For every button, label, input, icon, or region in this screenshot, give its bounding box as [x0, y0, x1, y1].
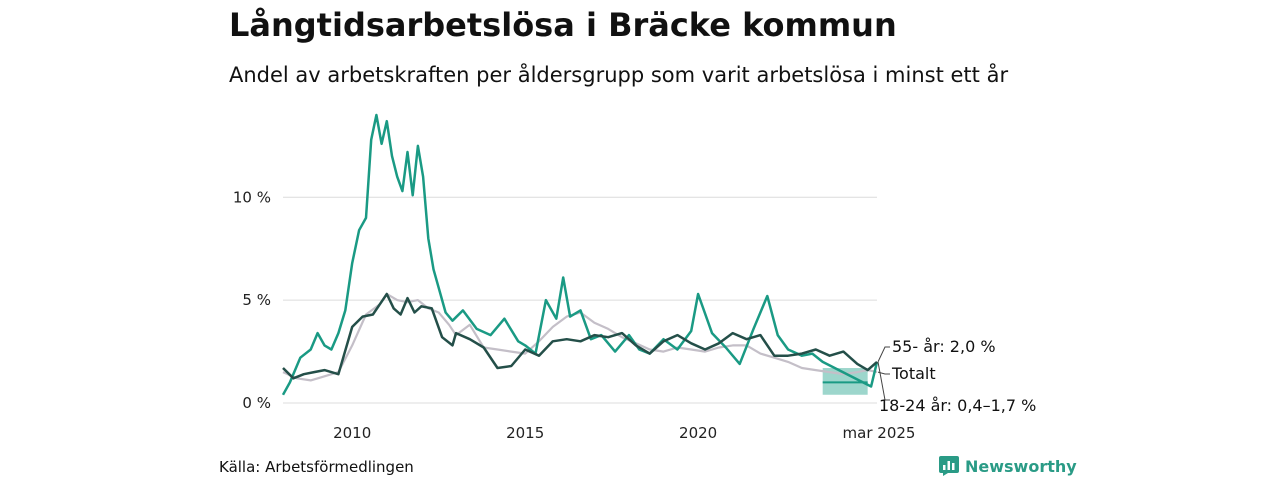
chart-title: Långtidsarbetslösa i Bräcke kommun [229, 6, 897, 44]
chart-subtitle: Andel av arbetskraften per åldersgrupp s… [229, 63, 1009, 87]
source-note: Källa: Arbetsförmedlingen [219, 458, 414, 476]
series-end-label: 55- år: 2,0 % [892, 337, 996, 356]
label-leader-line [877, 361, 890, 401]
series-line-18-24-r [281, 113, 879, 396]
series-end-label: 18-24 år: 0,4–1,7 % [879, 396, 1036, 415]
series-layer [281, 113, 879, 396]
x-tick-label: mar 2025 [843, 424, 916, 442]
series-line-totalt [282, 292, 878, 382]
brand-name: Newsworthy [965, 456, 1077, 476]
brand-logo: Newsworthy [939, 456, 1077, 476]
x-tick-label: 2010 [333, 424, 371, 442]
y-tick-label: 5 % [242, 291, 271, 309]
x-tick-label: 2020 [679, 424, 717, 442]
y-tick-label: 10 % [233, 188, 271, 206]
series-line-55-r [282, 292, 878, 380]
label-leader-line [877, 346, 890, 363]
label-layer: 0 % 5 % 10 % 2010 2015 2020 mar 2025 55- år: 2,… [233, 188, 1036, 442]
grid-layer [283, 196, 877, 404]
series-end-label: Totalt [891, 364, 936, 383]
x-tick-label: 2015 [506, 424, 544, 442]
y-tick-label: 0 % [242, 394, 271, 412]
bar-chart-logo-icon [939, 456, 959, 476]
